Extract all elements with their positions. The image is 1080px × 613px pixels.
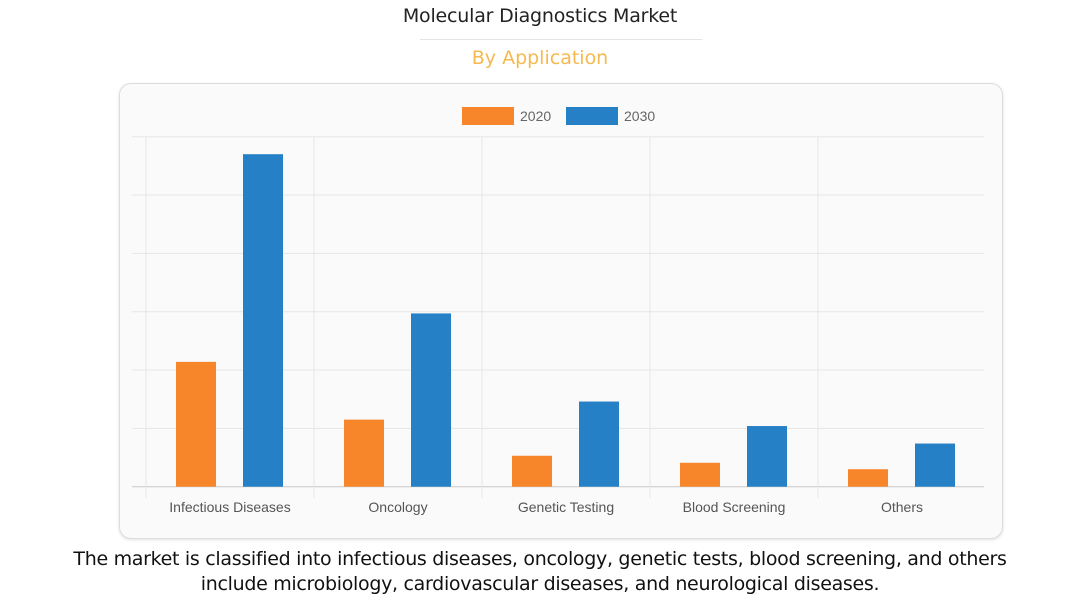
legend-swatch-2020	[462, 107, 514, 125]
title-divider	[420, 39, 702, 40]
x-tick-label: Genetic Testing	[518, 499, 614, 515]
bar-2030-genetic-testing	[579, 401, 619, 487]
chart-caption: The market is classified into infectious…	[0, 547, 1080, 597]
x-tick-label: Others	[881, 499, 923, 515]
caption-line-2: include microbiology, cardiovascular dis…	[200, 573, 880, 595]
legend-label-2020: 2020	[520, 108, 551, 124]
bar-2030-blood-screening	[747, 426, 787, 487]
bar-2020-infectious-diseases	[176, 361, 216, 487]
legend: 2020 2030	[462, 107, 655, 125]
x-tick-label: Oncology	[368, 499, 427, 515]
bar-2020-others	[848, 469, 888, 487]
x-axis-labels: Infectious Diseases Oncology Genetic Testi…	[169, 499, 923, 515]
legend-swatch-2030	[566, 107, 618, 125]
bar-2030-others	[915, 443, 955, 487]
bar-2020-blood-screening	[680, 462, 720, 487]
bars	[176, 154, 955, 487]
x-tick-label: Infectious Diseases	[169, 499, 290, 515]
bar-2020-oncology	[344, 419, 384, 487]
x-tick-label: Blood Screening	[683, 499, 786, 515]
legend-label-2030: 2030	[624, 108, 655, 124]
chart-subtitle: By Application	[471, 47, 609, 69]
caption-line-1: The market is classified into infectious…	[73, 548, 1007, 570]
bar-2020-genetic-testing	[512, 455, 552, 487]
bar-2030-oncology	[411, 313, 451, 487]
chart-title: Molecular Diagnostics Market	[402, 5, 678, 27]
bar-2030-infectious-diseases	[243, 154, 283, 487]
